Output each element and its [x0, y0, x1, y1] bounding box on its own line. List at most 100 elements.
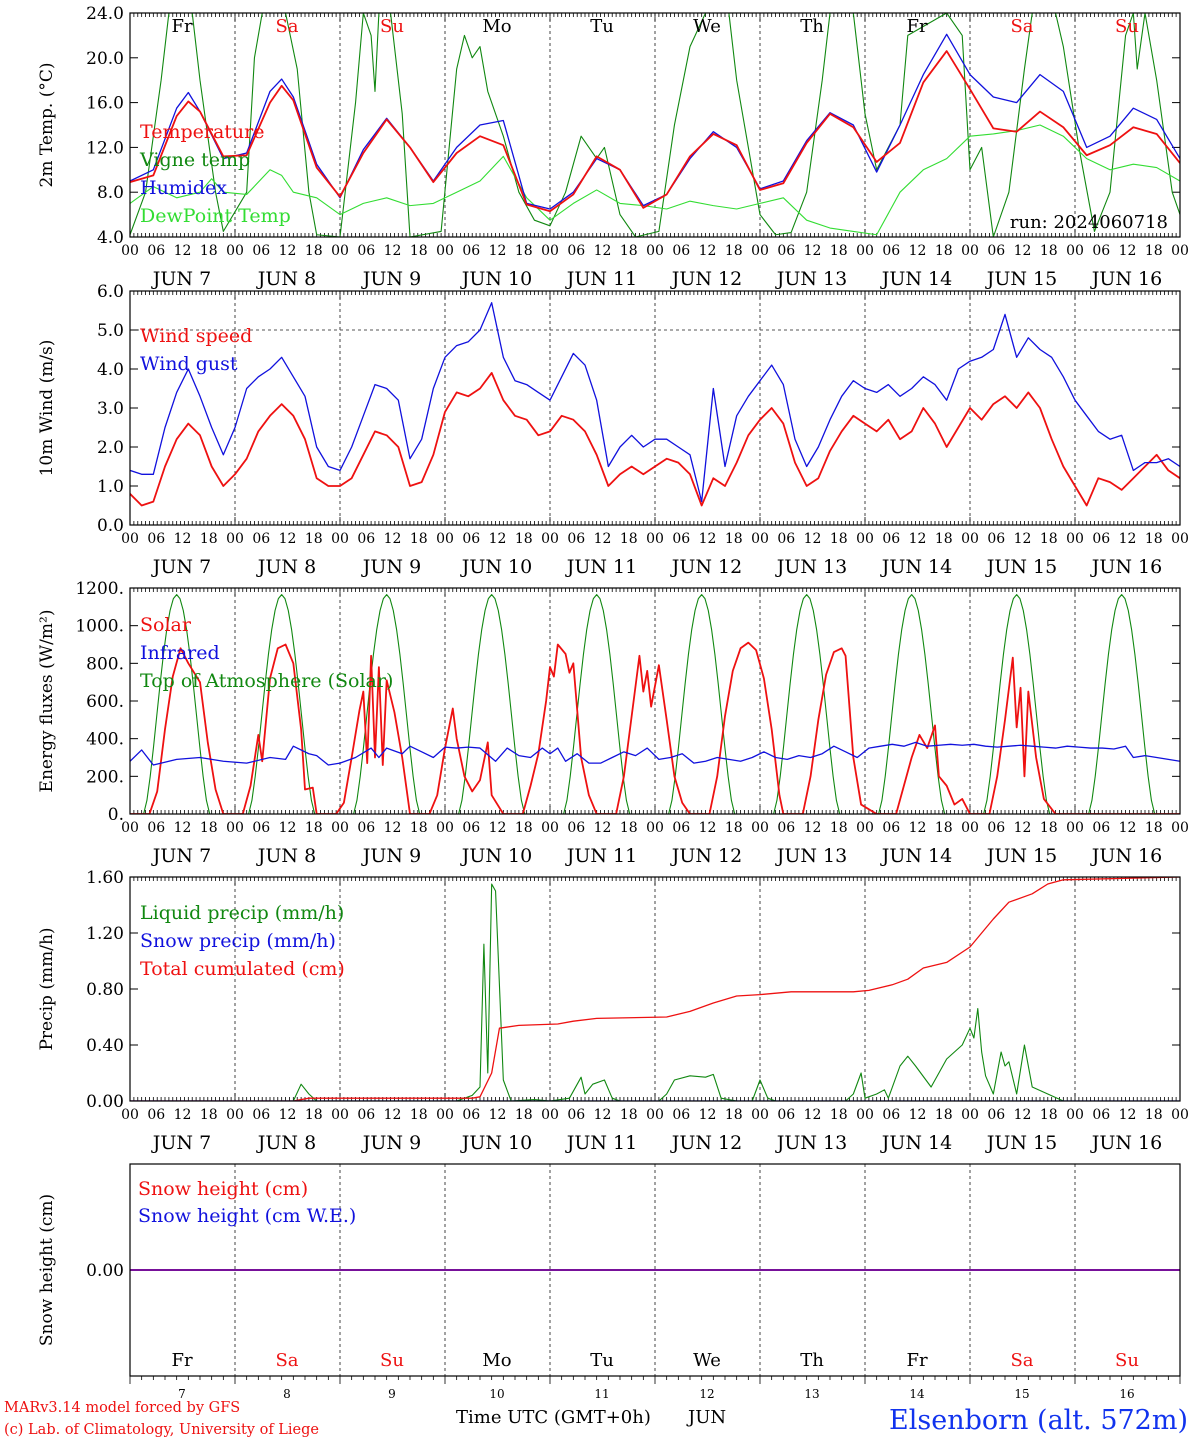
y-tick-label: 20.0	[86, 49, 124, 69]
day-number: 13	[804, 1387, 819, 1401]
hour-label: 18	[200, 243, 218, 259]
day-number: 15	[1014, 1387, 1029, 1401]
legend-snow-height-cm-w-e: Snow height (cm W.E.)	[138, 1205, 356, 1227]
precip-frame	[129, 876, 1181, 1102]
legend-vigne-temp: Vigne temp	[139, 149, 250, 171]
date-label: JUN 8	[256, 556, 316, 578]
y-tick-label: 5.0	[97, 321, 124, 341]
hour-label: 12	[1119, 531, 1137, 547]
hour-label: 18	[305, 1107, 323, 1123]
hour-label: 00	[751, 1107, 769, 1123]
hour-label: 12	[699, 820, 717, 836]
hour-label: 00	[1171, 531, 1189, 547]
hour-label: 06	[357, 531, 375, 547]
hour-label: 06	[147, 531, 165, 547]
time-axis-label: Time UTC (GMT+0h)	[456, 1407, 651, 1428]
day-number: 16	[1119, 1387, 1134, 1401]
hour-label: 18	[725, 531, 743, 547]
hour-label: 06	[1092, 1107, 1110, 1123]
y-tick-label: 0.00	[86, 1092, 124, 1112]
hour-label: 12	[174, 531, 192, 547]
wind-speed-line	[130, 372, 1180, 507]
hour-label: 00	[121, 531, 139, 547]
hour-label: 06	[462, 820, 480, 836]
hour-label: 00	[436, 531, 454, 547]
day-number: 12	[699, 1387, 714, 1401]
hour-label: 12	[699, 243, 717, 259]
hour-label: 12	[489, 531, 507, 547]
date-label: JUN 7	[151, 268, 211, 290]
legend-top-of-atmosphere-solar: Top of Atmosphere (Solar)	[140, 670, 393, 692]
y-tick-label: 600.	[86, 692, 124, 712]
date-label: JUN 7	[151, 556, 211, 578]
y-axis-label: Precip (mm/h)	[37, 927, 57, 1050]
date-label: JUN 9	[361, 845, 421, 867]
hour-label: 18	[410, 820, 428, 836]
hour-label: 00	[856, 1107, 874, 1123]
hour-label: 12	[909, 1107, 927, 1123]
date-label: JUN 8	[256, 1132, 316, 1154]
hour-label: 12	[174, 243, 192, 259]
hour-label: 00	[751, 820, 769, 836]
hour-label: 18	[1040, 243, 1058, 259]
hour-label: 18	[620, 1107, 638, 1123]
hour-label: 06	[882, 820, 900, 836]
hour-label: 00	[1066, 243, 1084, 259]
y-tick-label: 1200.	[75, 579, 124, 599]
hour-label: 12	[384, 820, 402, 836]
date-label: JUN 12	[670, 556, 742, 578]
hour-label: 12	[174, 820, 192, 836]
hour-label: 00	[541, 820, 559, 836]
y-tick-label: 0.40	[86, 1036, 124, 1056]
hour-label: 00	[1066, 531, 1084, 547]
hour-label: 18	[515, 1107, 533, 1123]
y-tick-label: 0.0	[97, 516, 124, 536]
wind-panel: 0.0 1.0 2.0 3.0 4.0 5.0 6.0 10m Wind (m/s) Wind …	[37, 282, 1189, 578]
legend-snow-precip-mm-h: Snow precip (mm/h)	[140, 930, 336, 952]
hour-label: 18	[1040, 1107, 1058, 1123]
hour-label: 12	[279, 243, 297, 259]
weekday-label: Tu	[590, 16, 614, 37]
energy-frame	[129, 587, 1181, 815]
precip-series	[130, 877, 1180, 1101]
hour-label: 06	[567, 531, 585, 547]
date-label: JUN 8	[256, 268, 316, 290]
legend-wind-speed: Wind speed	[140, 325, 252, 347]
copyright-credit: (c) Lab. of Climatology, University of L…	[4, 1422, 319, 1438]
legend-dewpoint-temp: DewPoint Temp	[140, 205, 291, 227]
y-axis-label: Energy fluxes (W/m²)	[37, 610, 57, 793]
date-label: JUN 16	[1090, 845, 1162, 867]
y-tick-label: 8.0	[97, 183, 124, 203]
hour-label: 00	[646, 531, 664, 547]
hour-label: 00	[541, 531, 559, 547]
hour-label: 06	[147, 820, 165, 836]
hour-label: 12	[489, 1107, 507, 1123]
hour-label: 00	[226, 243, 244, 259]
temp-frame	[129, 12, 1181, 238]
hour-label: 18	[305, 531, 323, 547]
hour-label: 00	[331, 243, 349, 259]
hour-label: 12	[1119, 1107, 1137, 1123]
hour-label: 12	[384, 243, 402, 259]
hour-label: 12	[279, 1107, 297, 1123]
hour-label: 06	[1092, 243, 1110, 259]
day-number: 10	[489, 1387, 504, 1401]
hour-label: 00	[226, 531, 244, 547]
hour-label: 18	[1145, 1107, 1163, 1123]
y-tick-label: 200.	[86, 767, 124, 787]
y-tick-label: 3.0	[97, 399, 124, 419]
temp-series	[130, 13, 1180, 237]
hour-label: 06	[252, 243, 270, 259]
hour-label: 00	[331, 820, 349, 836]
weekday-label: We	[693, 16, 721, 37]
weekday-label: Sa	[1010, 16, 1033, 37]
hour-label: 06	[987, 1107, 1005, 1123]
hour-label: 00	[331, 531, 349, 547]
model-credit: MARv3.14 model forced by GFS	[4, 1400, 240, 1416]
hour-label: 18	[200, 820, 218, 836]
hour-label: 00	[856, 531, 874, 547]
hour-label: 00	[331, 1107, 349, 1123]
hour-label: 00	[121, 243, 139, 259]
y-tick-label: 24.0	[86, 4, 124, 24]
station-name: Elsenborn (alt. 572m)	[889, 1405, 1188, 1436]
